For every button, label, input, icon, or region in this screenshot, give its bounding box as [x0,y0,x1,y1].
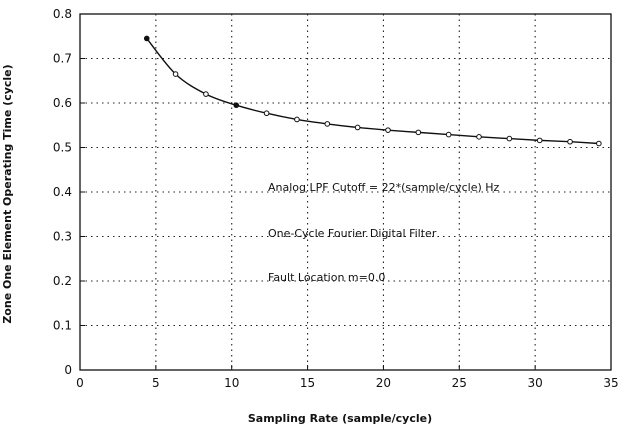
x-tick-label: 0 [76,376,84,390]
y-axis-title: Zone One Element Operating Time (cycle) [1,64,14,323]
data-point [172,71,179,77]
y-tick-label: 0.1 [53,319,72,333]
data-point [567,138,573,145]
annotation-filter: One-Cycle Fourier Digital Filter [268,227,437,240]
annotation-fault-location: Fault Location m=0.0 [268,271,385,284]
annotation-lpf-cutoff: Analog LPF Cutoff = 22*(sample/cycle) Hz [268,181,500,194]
y-tick-label: 0.2 [53,274,72,288]
data-point [143,35,150,42]
data-point [596,140,602,147]
x-tick-label: 30 [528,376,543,390]
data-point [476,134,482,140]
x-tick-label: 35 [603,376,618,390]
x-tick-label: 5 [152,376,160,390]
ticks-layer: 0 5 10 15 20 25 30 35 0 0.1 0.2 0.3 0.4 0.5 0.6 0.7 0.8 [53,7,619,390]
data-point [415,129,422,136]
x-tick-label: 20 [376,376,391,390]
series-layer [143,35,602,147]
data-point [203,91,209,97]
y-tick-label: 0.4 [53,185,72,199]
data-point [536,137,543,144]
data-point [445,131,452,138]
x-tick-label: 25 [452,376,467,390]
y-tick-label: 0.8 [53,7,72,21]
data-point [324,121,331,127]
y-tick-label: 0.7 [53,52,72,66]
y-tick-label: 0.3 [53,230,72,244]
data-point [263,110,270,117]
data-point [294,116,300,123]
data-point [385,127,391,133]
grid-layer [80,14,611,370]
x-axis-title: Sampling Rate (sample/cycle) [248,412,432,425]
x-tick-label: 15 [300,376,315,390]
x-tick-label: 10 [224,376,239,390]
data-point [506,135,513,142]
y-tick-label: 0.6 [53,96,72,110]
data-point [354,124,361,131]
series-line [146,38,599,145]
data-point [233,102,240,109]
y-tick-label: 0.5 [53,141,72,155]
y-tick-label: 0 [64,363,72,377]
